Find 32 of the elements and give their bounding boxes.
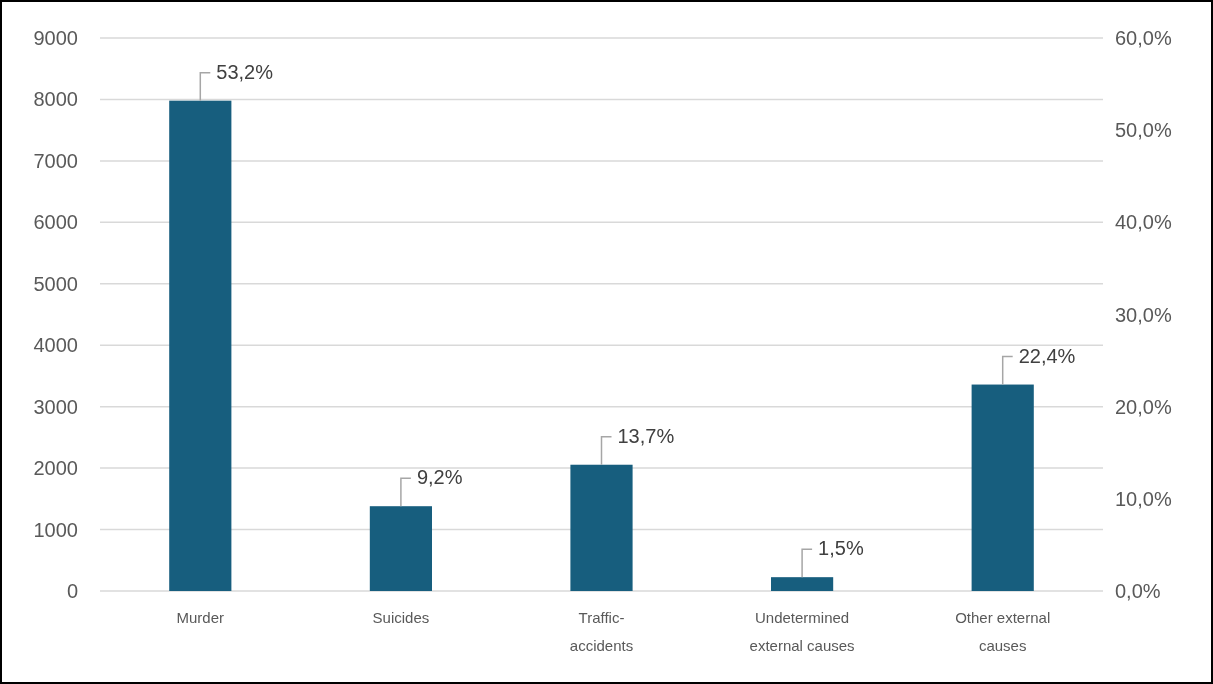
y2-tick-label: 60,0% [1115,27,1172,49]
y-tick-label: 4000 [33,334,78,357]
bar [570,464,633,591]
y2-tick-label: 20,0% [1115,395,1172,418]
y-tick-label: 1000 [33,518,78,541]
y2-tick-label: 30,0% [1115,303,1172,326]
y-tick-label: 5000 [33,272,78,295]
x-tick-label: Traffic- accidents [569,609,634,654]
data-label: 1,5% [818,537,864,560]
bar [971,384,1034,591]
x-tick-label: Murder [176,609,225,626]
y-tick-label: 7000 [33,149,78,172]
y-tick-label: 2000 [33,457,78,480]
bar [771,577,834,591]
y-tick-label: 6000 [33,211,78,234]
x-tick-label: Undetermined external causes [749,609,855,654]
y-tick-label: 8000 [33,88,78,111]
data-label: 9,2% [416,466,463,489]
y2-tick-label: 40,0% [1115,211,1172,234]
bar [369,506,432,591]
y-tick-label: 9000 [33,27,78,49]
y2-tick-label: 10,0% [1115,487,1172,510]
y2-tick-label: 0,0% [1115,580,1161,602]
y2-tick-label: 50,0% [1115,119,1172,142]
bar [169,100,232,591]
data-label: 13,7% [617,424,675,447]
data-label: 53,2% [216,60,274,83]
x-tick-label: Suicides [372,609,430,626]
y-tick-label: 0 [66,580,78,602]
data-label: 22,4% [1018,344,1076,367]
x-tick-label: Other external causes [955,609,1051,654]
y-tick-label: 3000 [33,395,78,418]
